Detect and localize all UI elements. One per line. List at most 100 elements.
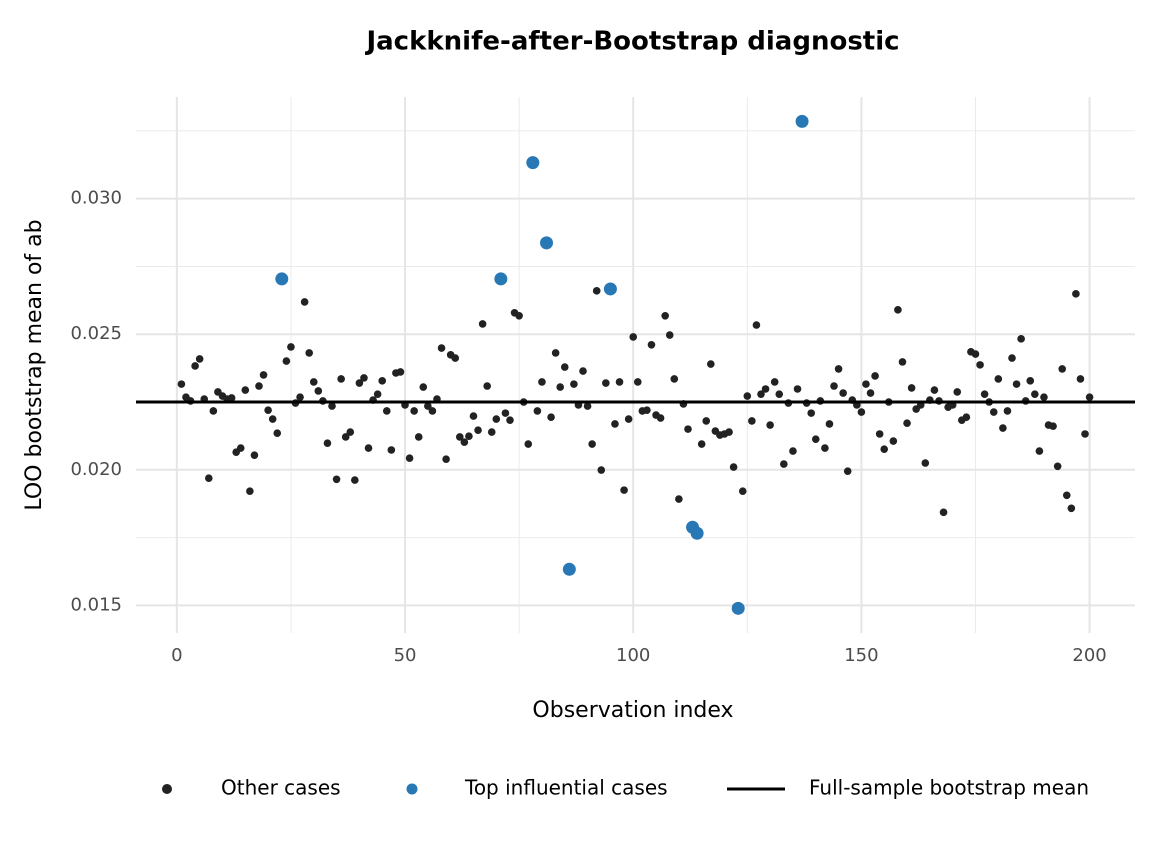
data-point [843, 467, 852, 475]
data-point [250, 451, 259, 459]
data-point [547, 413, 555, 421]
data-point [494, 272, 508, 286]
x-tick-label: 200 [1072, 645, 1106, 666]
data-point [501, 409, 510, 417]
data-point [729, 463, 738, 471]
data-point [314, 387, 323, 395]
data-point [355, 379, 364, 387]
grid [136, 97, 1135, 633]
data-point [540, 236, 554, 250]
data-point [748, 417, 756, 425]
data-point [373, 390, 382, 398]
data-point [898, 358, 907, 366]
data-point [346, 428, 355, 436]
data-point [1035, 447, 1044, 455]
data-point [588, 440, 596, 448]
data-point [1076, 375, 1085, 383]
data-point [989, 408, 998, 416]
data-point [1017, 335, 1025, 343]
data-point [570, 380, 578, 388]
data-point [387, 446, 396, 454]
data-point [1053, 462, 1062, 471]
data-point [451, 354, 460, 362]
data-point [592, 287, 601, 295]
data-point [752, 321, 761, 329]
data-point [894, 306, 902, 314]
data-point [579, 367, 587, 375]
data-point [296, 393, 304, 401]
data-point [661, 311, 669, 320]
data-point [246, 487, 254, 496]
data-point [264, 406, 272, 414]
data-point [424, 402, 432, 410]
data-point [382, 407, 391, 415]
data-point [506, 416, 514, 424]
data-point [1049, 422, 1057, 430]
data-point [332, 475, 341, 484]
data-point [620, 486, 628, 494]
y-tick-label: 0.015 [70, 594, 122, 615]
legend-label: Full-sample bootstrap mean [809, 776, 1089, 800]
data-point [305, 349, 313, 357]
data-point [976, 361, 984, 369]
data-point [469, 412, 478, 420]
data-point [241, 386, 250, 394]
data-point [615, 378, 624, 386]
data-point [287, 343, 295, 351]
data-point [670, 375, 679, 383]
data-point [255, 382, 263, 390]
data-point [811, 435, 820, 443]
data-point [789, 447, 797, 455]
data-point [309, 378, 318, 386]
data-point [656, 414, 665, 422]
data-point [602, 379, 610, 387]
data-point [1072, 290, 1080, 298]
x-axis-label: Observation index [532, 698, 733, 723]
data-point [351, 476, 359, 484]
data-point [1008, 354, 1016, 362]
data-point [460, 438, 469, 446]
data-point [533, 407, 542, 415]
data-point [761, 385, 770, 393]
data-point [643, 406, 651, 414]
data-point [971, 350, 980, 358]
data-point [1003, 407, 1012, 415]
data-point [1031, 390, 1039, 398]
data-point [227, 394, 236, 402]
data-point [757, 390, 765, 398]
data-point [1067, 504, 1076, 513]
data-point [236, 444, 245, 452]
data-point [1026, 377, 1035, 385]
data-point [405, 454, 414, 462]
y-tick-label: 0.030 [70, 188, 122, 209]
data-point [474, 426, 482, 435]
y-tick-label: 0.025 [70, 323, 122, 344]
data-point [492, 415, 501, 423]
data-point [962, 413, 971, 421]
data-point [378, 377, 387, 385]
data-point [738, 487, 747, 496]
data-point [830, 382, 838, 390]
y-tick-label: 0.020 [70, 459, 122, 480]
data-point [702, 417, 711, 425]
data-point [268, 415, 277, 423]
data-point [209, 407, 218, 415]
data-point [524, 440, 533, 448]
data-point [665, 331, 674, 339]
data-point [780, 460, 788, 468]
data-point [857, 408, 866, 416]
data-point [624, 415, 633, 423]
data-point [341, 433, 350, 441]
data-point [770, 378, 779, 386]
data-point [538, 378, 546, 386]
data-point [414, 433, 423, 441]
data-point [611, 420, 619, 428]
data-point [556, 383, 564, 391]
data-point [603, 282, 617, 296]
data-point [583, 402, 592, 410]
data-point [903, 419, 911, 427]
data-point [795, 114, 809, 128]
data-point [953, 388, 962, 396]
data-point [675, 495, 683, 503]
